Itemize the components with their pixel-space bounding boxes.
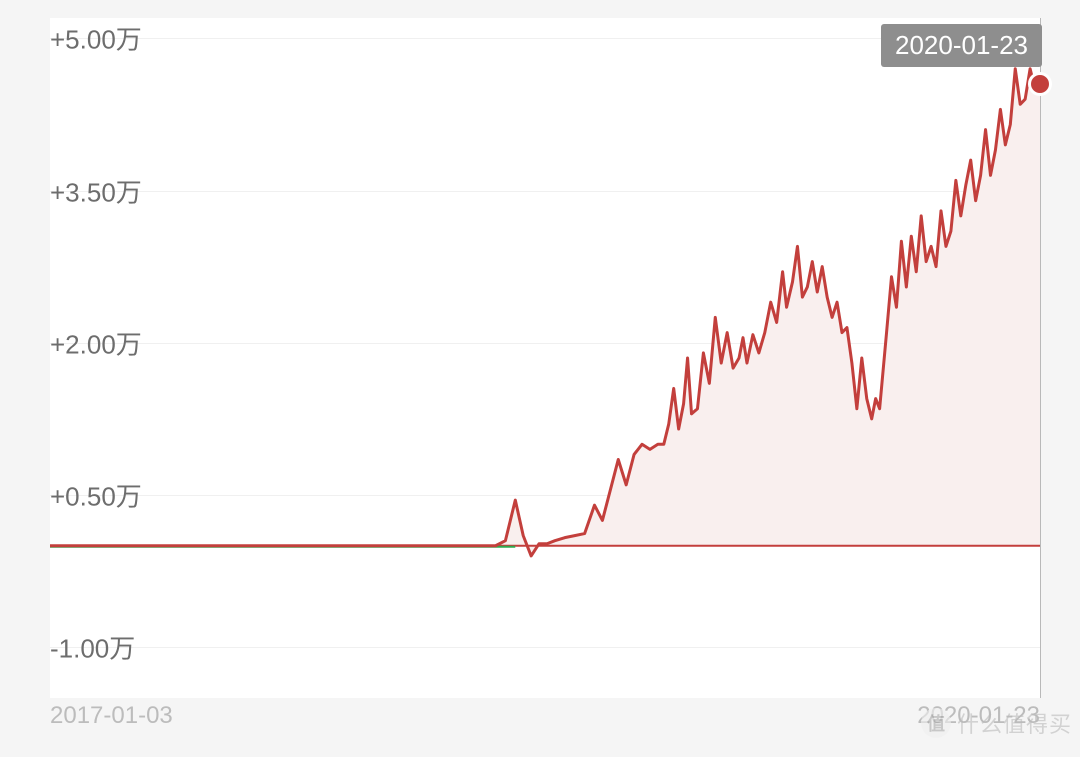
line-chart-svg bbox=[50, 18, 1040, 698]
chart-plot-area[interactable]: +5.00万+3.50万+2.00万+0.50万-1.00万2017-01-03… bbox=[50, 18, 1040, 698]
watermark-badge: 值 bbox=[921, 708, 951, 738]
crosshair-tooltip: 2020-01-23 bbox=[881, 24, 1042, 67]
x-axis-label: 2017-01-03 bbox=[50, 702, 173, 730]
crosshair-line bbox=[1040, 18, 1041, 698]
area-fill bbox=[50, 69, 1040, 556]
series-end-marker bbox=[1028, 72, 1052, 96]
watermark-text: 什么值得买 bbox=[957, 707, 1072, 739]
watermark: 值 什么值得买 bbox=[921, 707, 1072, 739]
